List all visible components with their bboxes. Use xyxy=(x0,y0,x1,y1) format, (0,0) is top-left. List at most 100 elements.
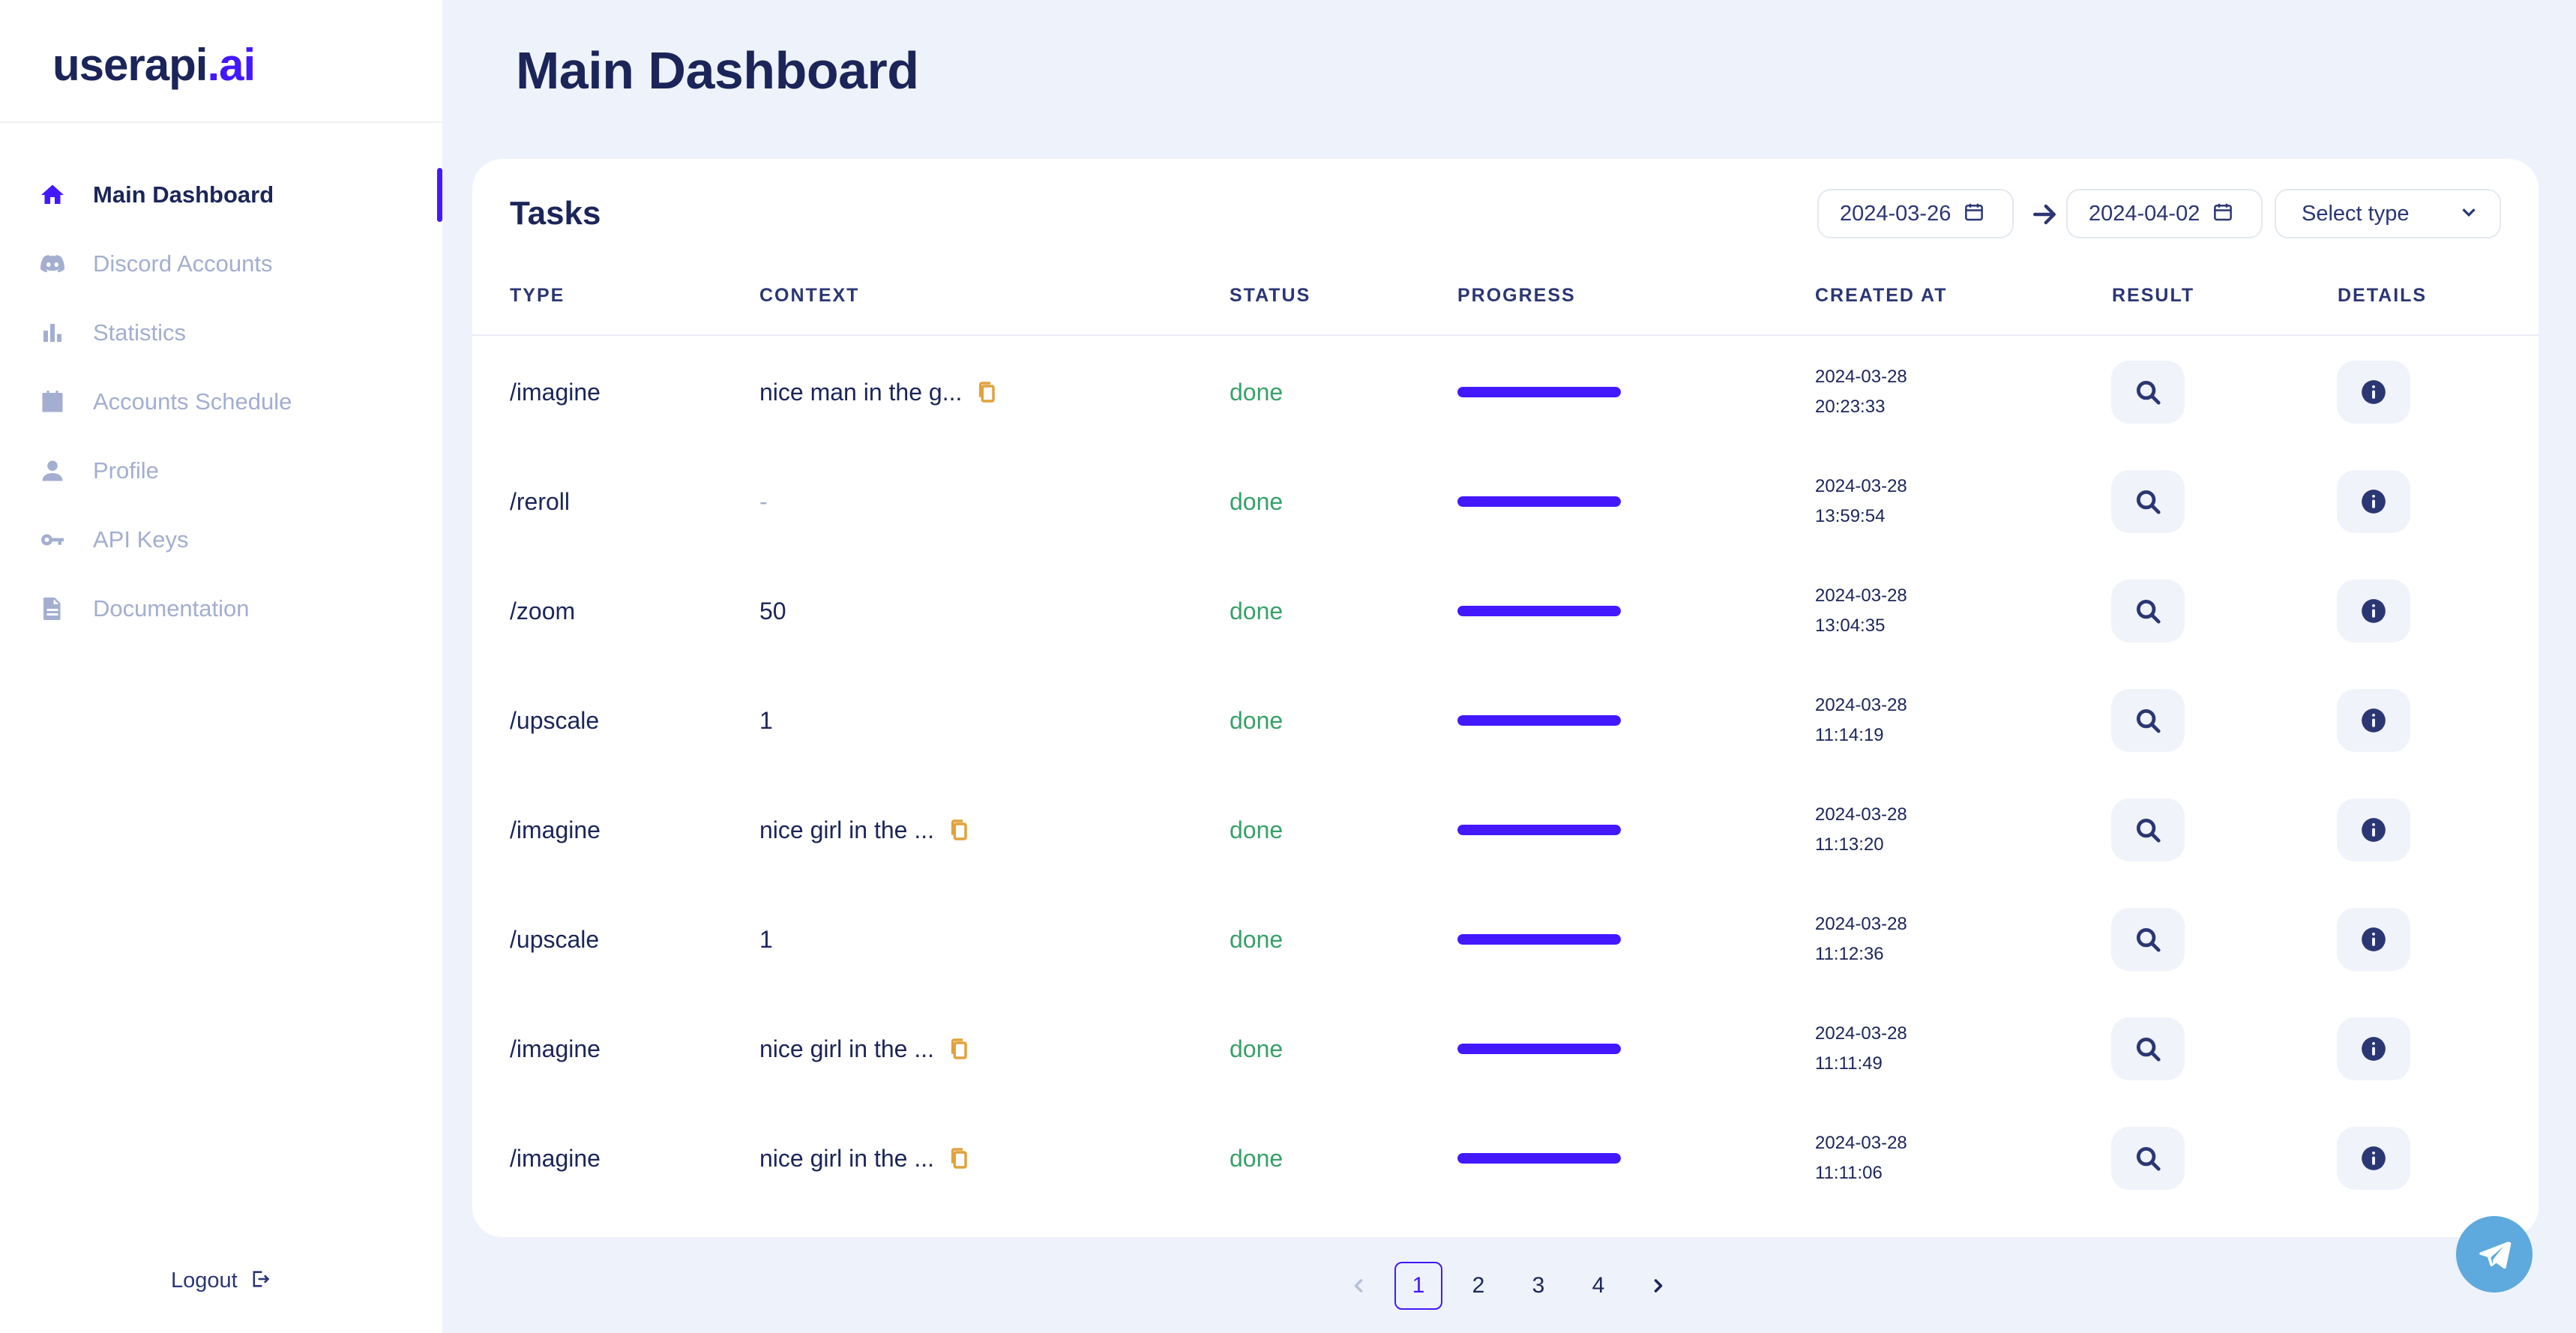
prev-page-button[interactable] xyxy=(1334,1262,1382,1310)
column-header-type[interactable]: TYPE xyxy=(510,285,565,306)
date-from-value: 2024-03-26 xyxy=(1840,201,1951,226)
progress-bar xyxy=(1457,496,1621,507)
search-icon xyxy=(2136,1037,2161,1062)
progress-bar xyxy=(1457,1153,1621,1164)
view-details-button[interactable] xyxy=(2337,470,2410,533)
logout-icon xyxy=(250,1269,271,1293)
info-icon xyxy=(2362,927,2386,951)
view-result-button[interactable] xyxy=(2111,1127,2185,1190)
task-details xyxy=(2337,885,2410,994)
search-icon xyxy=(2136,1146,2161,1171)
view-result-button[interactable] xyxy=(2111,580,2185,643)
sidebar-item-label: API Keys xyxy=(93,526,189,553)
task-rows: /imagine nice man in the g... done 2024-… xyxy=(472,337,2539,1213)
brand-logo[interactable]: userapi.ai xyxy=(52,39,256,91)
view-details-button[interactable] xyxy=(2337,361,2410,424)
logo-divider xyxy=(0,121,442,123)
page-button-1[interactable]: 1 xyxy=(1394,1262,1442,1310)
task-created-at: 2024-03-28 11:11:06 xyxy=(1815,1104,1907,1213)
task-details xyxy=(2337,775,2410,885)
date-to-picker[interactable]: 2024-04-02 xyxy=(2066,189,2263,238)
task-context: 1 xyxy=(759,885,773,994)
copy-icon[interactable] xyxy=(948,1146,972,1171)
task-status: done xyxy=(1230,816,1284,843)
task-context-text: nice man in the g... xyxy=(759,378,963,406)
column-header-context[interactable]: CONTEXT xyxy=(759,285,860,306)
table-header: TYPE CONTEXT STATUS PROGRESS CREATED AT … xyxy=(472,285,2539,336)
page-button-2[interactable]: 2 xyxy=(1472,1273,1485,1298)
key-icon xyxy=(39,526,66,553)
type-select[interactable]: Select type xyxy=(2275,189,2501,238)
progress-bar xyxy=(1457,825,1621,835)
column-header-progress[interactable]: PROGRESS xyxy=(1457,285,1576,306)
task-progress xyxy=(1457,556,1621,666)
view-details-button[interactable] xyxy=(2337,908,2410,971)
task-progress xyxy=(1457,1104,1621,1213)
task-created-at: 2024-03-28 13:04:35 xyxy=(1815,556,1907,666)
view-details-button[interactable] xyxy=(2337,798,2410,861)
view-result-button[interactable] xyxy=(2111,361,2185,424)
sidebar-item-discord-accounts[interactable]: Discord Accounts xyxy=(0,229,442,298)
task-context: - xyxy=(759,447,768,556)
telegram-button[interactable] xyxy=(2456,1216,2533,1293)
task-progress xyxy=(1457,337,1621,447)
tasks-card: Tasks 2024-03-26 2024-04-02 Select type … xyxy=(472,159,2539,1237)
view-details-button[interactable] xyxy=(2337,580,2410,643)
task-status: done xyxy=(1230,706,1284,734)
sidebar-item-label: Documentation xyxy=(93,595,250,622)
created-time: 13:59:54 xyxy=(1815,506,1886,526)
sidebar-item-documentation[interactable]: Documentation xyxy=(0,574,442,643)
task-status: done xyxy=(1230,925,1284,953)
sidebar-item-statistics[interactable]: Statistics xyxy=(0,298,442,367)
search-icon xyxy=(2136,708,2161,733)
view-result-button[interactable] xyxy=(2111,908,2185,971)
copy-icon[interactable] xyxy=(948,1036,972,1062)
sidebar-item-accounts-schedule[interactable]: Accounts Schedule xyxy=(0,367,442,436)
page-title: Main Dashboard xyxy=(516,41,919,100)
chevron-left-icon xyxy=(1354,1279,1363,1293)
view-result-button[interactable] xyxy=(2111,470,2185,533)
view-details-button[interactable] xyxy=(2337,1127,2410,1190)
next-page-button[interactable] xyxy=(1634,1262,1682,1310)
page-button-3[interactable]: 3 xyxy=(1532,1273,1545,1298)
task-details xyxy=(2337,666,2410,775)
search-icon xyxy=(2136,818,2161,843)
arrow-right-icon xyxy=(2028,198,2061,231)
task-result xyxy=(2111,666,2185,775)
task-status: done xyxy=(1230,597,1284,625)
copy-icon[interactable] xyxy=(975,379,999,405)
task-context-text: nice girl in the ... xyxy=(759,816,934,843)
task-type: /imagine xyxy=(510,1144,601,1172)
task-created-at: 2024-03-28 20:23:33 xyxy=(1815,337,1907,447)
info-icon xyxy=(2362,490,2386,514)
sidebar-item-label: Statistics xyxy=(93,319,187,346)
date-from-picker[interactable]: 2024-03-26 xyxy=(1817,189,2014,238)
sidebar-item-profile[interactable]: Profile xyxy=(0,436,442,505)
brand-suffix: .ai xyxy=(207,40,256,90)
telegram-icon xyxy=(2479,1242,2512,1269)
column-header-status[interactable]: STATUS xyxy=(1230,285,1311,306)
view-details-button[interactable] xyxy=(2337,1017,2410,1080)
sidebar-item-main-dashboard[interactable]: Main Dashboard xyxy=(0,160,442,229)
task-result xyxy=(2111,775,2185,885)
column-header-result[interactable]: RESULT xyxy=(2112,285,2195,306)
view-result-button[interactable] xyxy=(2111,798,2185,861)
progress-fill xyxy=(1457,496,1621,507)
sidebar-item-api-keys[interactable]: API Keys xyxy=(0,505,442,574)
sidebar-nav: Main Dashboard Discord Accounts Statisti… xyxy=(0,160,442,643)
column-header-details[interactable]: DETAILS xyxy=(2338,285,2428,306)
sidebar: userapi.ai Main Dashboard Discord Accoun… xyxy=(0,0,442,1333)
logout-button[interactable]: Logout xyxy=(171,1269,271,1293)
created-time: 11:12:36 xyxy=(1815,944,1884,964)
progress-bar xyxy=(1457,606,1621,616)
progress-fill xyxy=(1457,934,1621,945)
view-result-button[interactable] xyxy=(2111,689,2185,752)
task-context-text: nice girl in the ... xyxy=(759,1035,934,1062)
task-created-at: 2024-03-28 13:59:54 xyxy=(1815,447,1907,556)
copy-icon[interactable] xyxy=(948,817,972,843)
page-button-4[interactable]: 4 xyxy=(1592,1273,1605,1298)
view-result-button[interactable] xyxy=(2111,1017,2185,1080)
view-details-button[interactable] xyxy=(2337,689,2410,752)
progress-bar xyxy=(1457,387,1621,397)
column-header-created-at[interactable]: CREATED AT xyxy=(1815,285,1948,306)
